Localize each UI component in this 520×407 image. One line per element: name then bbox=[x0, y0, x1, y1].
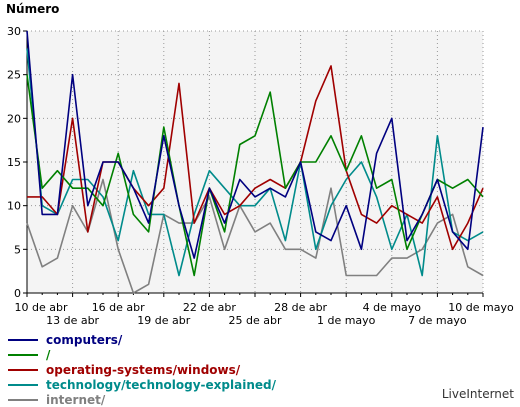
y-tick-label: 15 bbox=[7, 156, 21, 169]
legend-swatch bbox=[8, 398, 38, 401]
y-tick-label: 25 bbox=[7, 69, 21, 82]
x-tick-label: 16 de abr bbox=[92, 301, 145, 314]
x-tick-label: 13 de abr bbox=[46, 314, 99, 327]
x-tick-label: 4 de mayo bbox=[363, 301, 422, 314]
x-tick-label: 22 de abr bbox=[183, 301, 236, 314]
x-tick-label: 10 de mayo bbox=[448, 301, 514, 314]
x-tick-label: 1 de mayo bbox=[317, 314, 376, 327]
legend-swatch bbox=[8, 338, 38, 341]
legend-label: technology/technology-explained/ bbox=[46, 377, 276, 392]
y-tick-label: 10 bbox=[7, 200, 21, 213]
legend-label: operating-systems/windows/ bbox=[46, 362, 241, 377]
legend-item: internet/ bbox=[8, 392, 276, 407]
legend: computers// operating-systems/windows/tec… bbox=[8, 332, 276, 407]
y-axis-title: Número bbox=[6, 2, 59, 16]
legend-label: computers/ bbox=[46, 332, 123, 347]
legend-label: / bbox=[46, 347, 51, 362]
series-line-1 bbox=[26, 74, 484, 277]
x-tick-label: 7 de mayo bbox=[408, 314, 467, 327]
legend-item: operating-systems/windows/ bbox=[8, 362, 276, 377]
legend-item: technology/technology-explained/ bbox=[8, 377, 276, 392]
y-tick-label: 30 bbox=[7, 25, 21, 38]
series-line-0 bbox=[26, 30, 484, 259]
line-chart: Número 0 5 10 15 20 25 30 10 de abr 16 de abr 22 … bbox=[6, 2, 514, 327]
legend-swatch bbox=[8, 383, 38, 386]
x-tick-label: 25 de abr bbox=[229, 314, 282, 327]
legend-item: / bbox=[8, 347, 276, 362]
y-tick-label: 5 bbox=[14, 243, 21, 256]
y-tick-label: 20 bbox=[7, 112, 21, 125]
legend-item: computers/ bbox=[8, 332, 276, 347]
x-tick-label: 10 de abr bbox=[15, 301, 68, 314]
series-line-4 bbox=[26, 178, 484, 294]
legend-swatch bbox=[8, 368, 38, 371]
x-tick-label: 19 de abr bbox=[137, 314, 190, 327]
credit-text: LiveInternet bbox=[441, 387, 514, 401]
x-tick-label: 28 de abr bbox=[274, 301, 327, 314]
y-tick-label: 0 bbox=[14, 287, 21, 300]
legend-label: internet/ bbox=[46, 392, 106, 407]
series-lines bbox=[26, 30, 484, 294]
legend-swatch bbox=[8, 353, 38, 356]
axes bbox=[23, 30, 484, 297]
